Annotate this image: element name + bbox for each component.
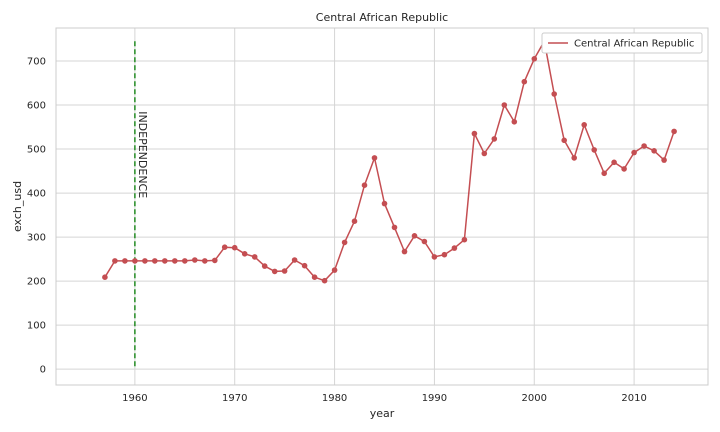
data-point xyxy=(461,236,468,243)
y-tick-label: 300 xyxy=(27,233,46,244)
data-point xyxy=(321,277,328,284)
data-point xyxy=(281,268,288,274)
data-point xyxy=(551,91,557,97)
data-point xyxy=(481,150,488,157)
data-point xyxy=(142,258,148,264)
annotations: INDEPENDENCE xyxy=(134,41,149,370)
data-point xyxy=(651,148,657,154)
data-point xyxy=(192,257,198,263)
series-line xyxy=(104,40,675,282)
y-tick-label: 200 xyxy=(27,277,46,288)
data-point xyxy=(132,258,138,264)
data-point xyxy=(172,258,178,264)
x-axis-ticks: 1960 1970 1980 1990 2000 2010 xyxy=(122,393,647,404)
data-point xyxy=(401,248,408,255)
data-point xyxy=(241,251,248,257)
data-point xyxy=(311,274,318,281)
data-point xyxy=(221,244,228,250)
data-point xyxy=(511,119,518,125)
data-point xyxy=(202,258,208,264)
data-point xyxy=(341,239,348,246)
data-point xyxy=(581,122,587,128)
x-axis-label: year xyxy=(370,407,395,420)
grid xyxy=(56,28,708,385)
legend: Central African Republic xyxy=(541,32,703,54)
data-point xyxy=(641,143,647,149)
data-point xyxy=(102,274,108,281)
data-point xyxy=(531,56,538,62)
data-point xyxy=(411,233,418,239)
data-point xyxy=(361,182,368,188)
x-tick-label: 2000 xyxy=(522,393,547,404)
legend-label: Central African Republic xyxy=(574,39,694,50)
data-point xyxy=(431,254,438,260)
data-point xyxy=(441,251,448,258)
chart-title: Central African Republic xyxy=(316,11,448,24)
data-point xyxy=(421,238,428,245)
y-tick-label: 0 xyxy=(40,365,46,376)
data-point xyxy=(212,257,218,264)
data-point xyxy=(571,155,577,161)
x-tick-label: 1990 xyxy=(422,393,447,404)
data-point xyxy=(112,258,118,264)
y-tick-label: 400 xyxy=(27,189,46,200)
data-point xyxy=(291,257,298,263)
data-point xyxy=(251,254,258,260)
data-point xyxy=(261,263,268,269)
x-tick-label: 1980 xyxy=(322,393,347,404)
y-axis-label: exch_usd xyxy=(11,181,24,232)
data-point xyxy=(661,157,667,163)
data-point xyxy=(491,136,498,142)
data-point xyxy=(631,149,637,156)
legend-box xyxy=(541,32,703,54)
independence-label: INDEPENDENCE xyxy=(136,111,149,198)
data-point xyxy=(451,245,458,251)
x-tick-label: 2010 xyxy=(621,393,646,404)
data-point xyxy=(621,166,627,172)
data-point xyxy=(331,267,338,273)
y-tick-label: 700 xyxy=(27,57,46,68)
y-tick-label: 100 xyxy=(27,321,46,332)
data-point xyxy=(591,147,597,153)
data-point xyxy=(671,128,677,135)
data-point xyxy=(182,258,188,264)
data-point xyxy=(351,218,358,224)
data-point xyxy=(122,258,128,264)
series-group xyxy=(102,38,677,284)
data-point xyxy=(271,268,278,275)
data-point xyxy=(391,224,398,231)
data-point xyxy=(381,200,388,207)
data-point xyxy=(561,137,567,144)
data-point xyxy=(301,262,308,269)
data-point xyxy=(521,78,528,85)
data-point xyxy=(611,159,617,166)
data-point xyxy=(162,258,168,264)
y-tick-label: 600 xyxy=(27,101,46,112)
y-tick-label: 500 xyxy=(27,145,46,156)
data-point xyxy=(152,258,158,264)
data-point xyxy=(501,102,508,108)
x-tick-label: 1970 xyxy=(222,393,247,404)
data-point xyxy=(601,170,607,177)
data-point xyxy=(471,130,478,137)
y-axis-ticks: 0 100 200 300 400 500 600 700 xyxy=(27,57,46,376)
x-tick-label: 1960 xyxy=(122,393,147,404)
plot-frame xyxy=(55,27,709,386)
data-point xyxy=(371,155,378,161)
data-point xyxy=(231,244,238,251)
